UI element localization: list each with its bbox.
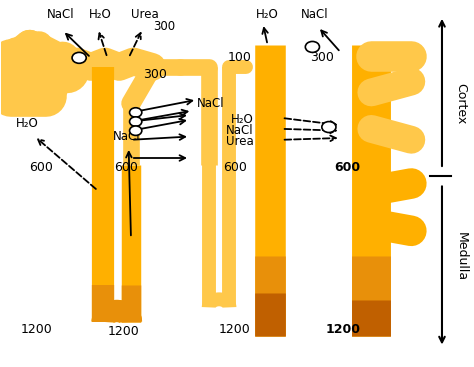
Text: Urea: Urea — [226, 135, 254, 148]
Text: NaCl: NaCl — [46, 8, 74, 21]
Text: 1200: 1200 — [108, 324, 140, 338]
Text: 600: 600 — [114, 161, 138, 174]
Text: 1200: 1200 — [21, 323, 53, 336]
Circle shape — [129, 126, 142, 135]
Circle shape — [72, 52, 86, 63]
Text: H₂O: H₂O — [231, 113, 254, 126]
Text: 100: 100 — [228, 51, 251, 64]
Text: 300: 300 — [310, 51, 334, 64]
Text: 1200: 1200 — [326, 323, 361, 336]
Text: H₂O: H₂O — [16, 117, 39, 130]
Text: 600: 600 — [335, 161, 361, 174]
Text: NaCl: NaCl — [197, 97, 225, 110]
Text: H₂O: H₂O — [256, 8, 279, 21]
Text: 600: 600 — [29, 161, 54, 174]
Text: 1200: 1200 — [219, 323, 251, 336]
Text: NaCl: NaCl — [112, 130, 140, 143]
Text: Cortex: Cortex — [455, 83, 467, 124]
Circle shape — [322, 121, 336, 132]
Text: Urea: Urea — [131, 8, 159, 21]
Text: H₂O: H₂O — [89, 8, 112, 21]
Text: NaCl: NaCl — [226, 124, 254, 137]
Circle shape — [129, 117, 142, 126]
Text: 300: 300 — [153, 21, 175, 33]
Text: 300: 300 — [143, 68, 167, 81]
Circle shape — [305, 41, 319, 52]
Circle shape — [129, 108, 142, 117]
Text: Medulla: Medulla — [455, 232, 467, 281]
Text: NaCl: NaCl — [301, 8, 328, 21]
Text: 600: 600 — [223, 161, 246, 174]
